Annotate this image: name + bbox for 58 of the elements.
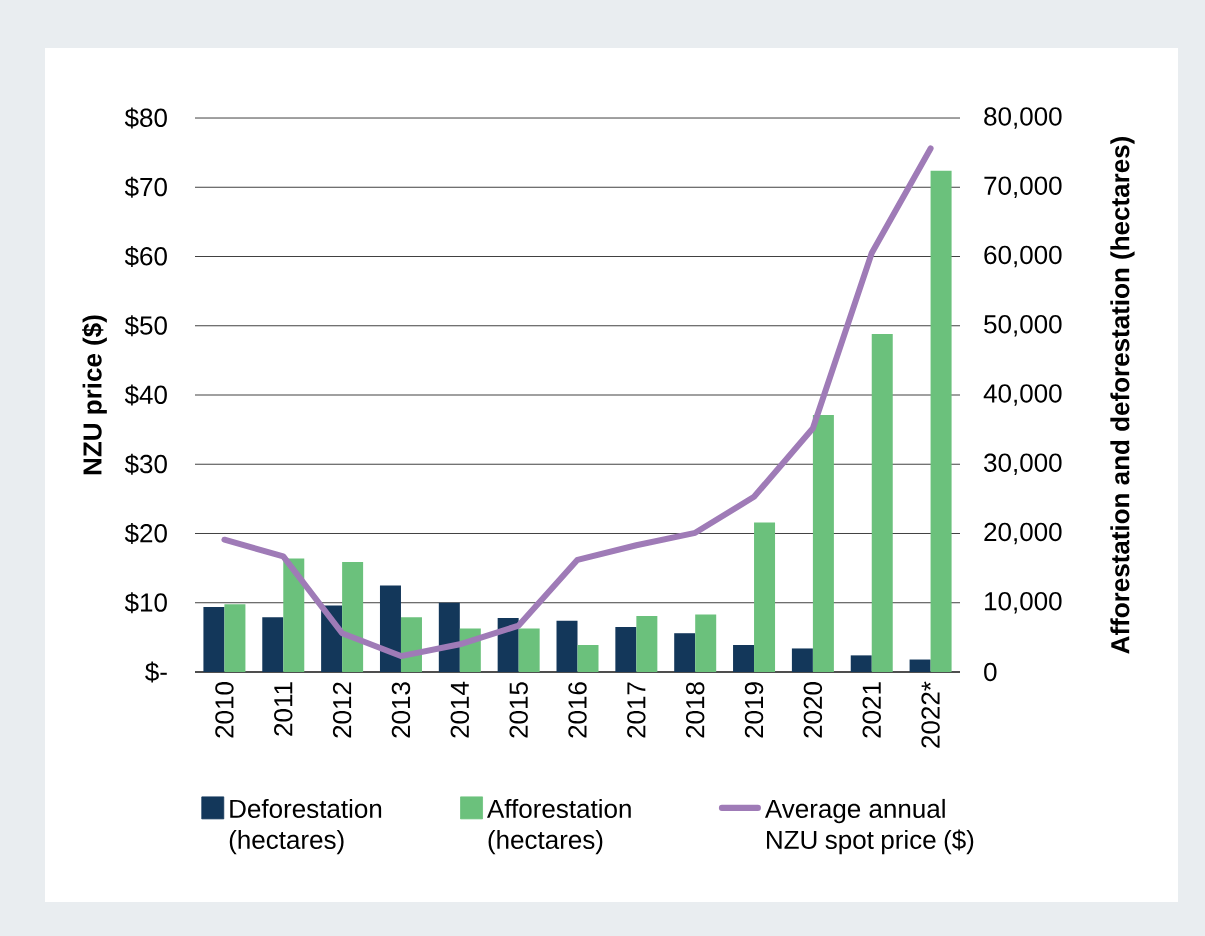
x-tick-label: 2021 (862, 682, 881, 738)
y-tick-label: $70 (124, 176, 167, 198)
bar (674, 633, 696, 672)
y2-tick-label: 20,000 (984, 522, 1062, 545)
x-tick-label: 2017 (627, 682, 646, 738)
y-tick-label: $20 (124, 522, 167, 545)
bar (930, 170, 952, 672)
x-tick-label: 2012 (332, 682, 352, 738)
bar (379, 585, 401, 672)
y2-tick-label: 80,000 (984, 107, 1062, 129)
y-tick-label: $80 (124, 107, 167, 129)
legend-label: Deforestation (hectares) (229, 798, 382, 855)
x-tick-label: 2011 (274, 682, 293, 736)
bar (695, 614, 717, 672)
x-tick-label: 2015 (509, 682, 528, 738)
bar (283, 558, 305, 672)
bar (850, 655, 872, 672)
y2-tick-label: 60,000 (984, 245, 1062, 268)
y2-tick-label: 0 (984, 662, 997, 682)
y2-axis-title: Afforestation and deforestation (hectares) (1110, 137, 1135, 654)
x-tick-label: 2018 (685, 682, 705, 738)
bar (791, 648, 813, 672)
bar (754, 522, 776, 672)
bar (871, 334, 893, 672)
bar (224, 604, 246, 672)
y-tick-label: $60 (124, 245, 167, 268)
x-tick-label: 2020 (803, 682, 823, 738)
y2-tick-label: 50,000 (984, 315, 1062, 337)
x-tick-label: 2019 (744, 682, 764, 738)
y2-tick-label: 40,000 (983, 384, 1062, 406)
bar (203, 606, 225, 672)
y-tick-label: $10 (124, 592, 167, 614)
bar (812, 415, 834, 672)
bar (438, 602, 460, 672)
x-tick-label: 2022* (921, 681, 940, 748)
x-tick-label: 2014 (450, 681, 470, 738)
bar (909, 659, 931, 672)
y-axis-title: NZU price ($) (82, 315, 107, 475)
bar (342, 561, 364, 672)
y-tick-label: $- (145, 661, 167, 683)
x-tick-label: 2016 (568, 682, 587, 738)
bar (518, 628, 540, 672)
x-tick-label: 2013 (391, 682, 411, 738)
bar (615, 626, 637, 672)
y-tick-label: $30 (124, 453, 167, 475)
bar (733, 644, 755, 672)
y2-tick-label: 10,000 (985, 592, 1062, 614)
bar (577, 644, 599, 672)
y2-tick-label: 30,000 (984, 453, 1062, 475)
y-tick-label: $50 (124, 315, 167, 337)
y-tick-label: $40 (124, 384, 167, 406)
y2-tick-label: 70,000 (984, 176, 1062, 198)
legend-label: Afforestation (hectares) (486, 798, 631, 855)
bar (636, 615, 658, 672)
bar (262, 617, 284, 672)
bar (556, 620, 578, 672)
x-tick-label: 2010 (215, 682, 234, 738)
legend-label: Average annual NZU spot price ($) (764, 798, 974, 855)
